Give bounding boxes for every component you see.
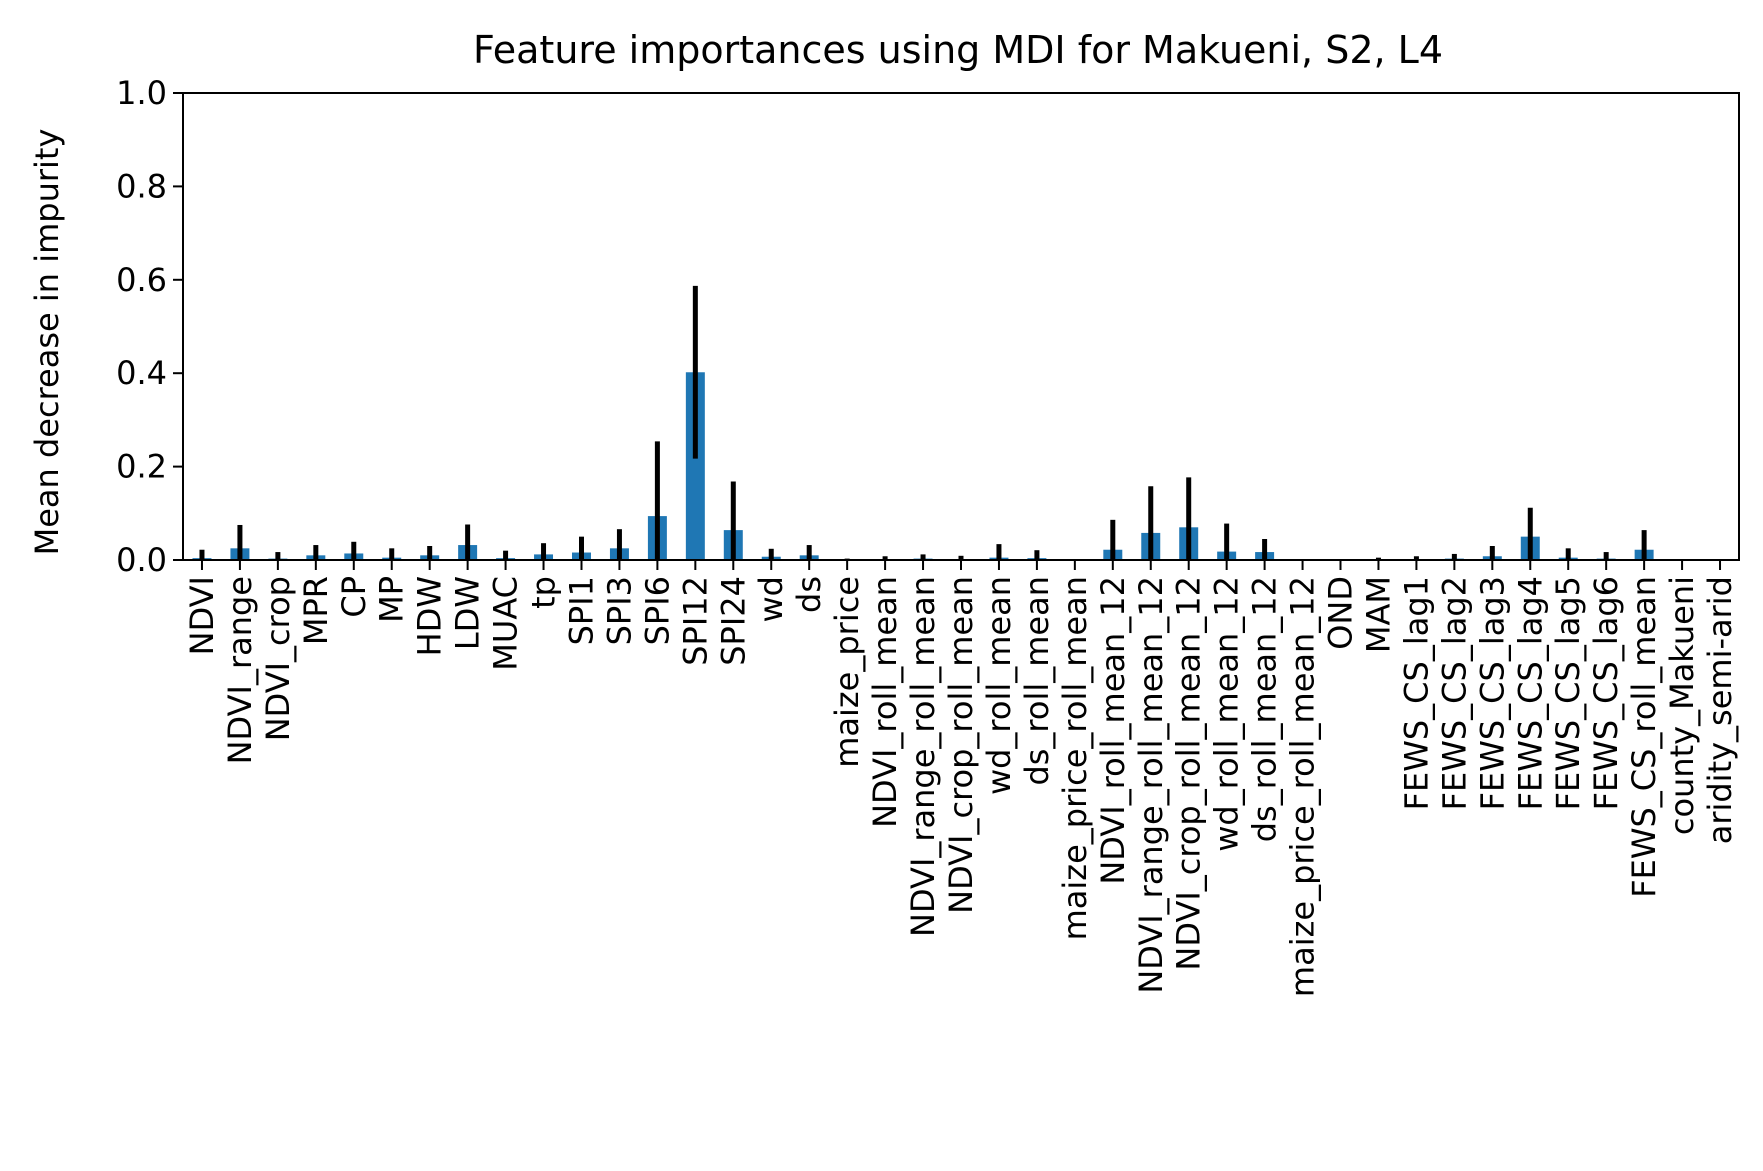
x-tick-label: CP [335,576,373,618]
x-tick-label: SPI6 [638,576,676,645]
x-tick-label: HDW [411,576,449,656]
x-tick-label: SPI1 [562,576,600,645]
x-tick-label: ds_roll_mean [1018,576,1056,786]
x-tick-label: NDVI_range_roll_mean_12 [1132,576,1170,994]
x-tick-label: SPI3 [600,576,638,645]
y-tick-label: 0.8 [116,167,167,205]
y-tick-label: 0.2 [116,448,167,486]
x-tick-label: wd [752,576,790,622]
x-tick-label: FEWS_CS_lag2 [1435,576,1473,810]
x-tick-label: FEWS_CS_lag4 [1511,576,1549,810]
x-tick-label: MPR [297,576,335,645]
y-tick-label: 0.6 [116,261,167,299]
x-tick-label: NDVI_crop_roll_mean_12 [1170,576,1208,971]
x-tick-label: FEWS_CS_lag6 [1587,576,1625,810]
chart-title: Feature importances using MDI for Makuen… [473,28,1443,72]
x-tick-label: MUAC [487,576,525,671]
y-tick-label: 0.4 [116,354,167,392]
x-tick-label: OND [1322,576,1360,650]
x-tick-label: MP [373,576,411,623]
x-tick-label: NDVI_crop_roll_mean [942,576,980,914]
x-tick-label: NDVI_crop [259,576,297,741]
x-tick-label: SPI24 [714,576,752,666]
x-tick-label: MAM [1359,576,1397,653]
x-tick-label: LDW [449,576,487,650]
x-tick-label: maize_price_roll_mean [1056,576,1094,940]
x-tick-label: FEWS_CS_roll_mean [1625,576,1663,898]
x-tick-label: FEWS_CS_lag5 [1549,576,1587,810]
x-tick-label: NDVI_roll_mean_12 [1094,576,1132,885]
x-tick-label: maize_price [828,576,866,768]
y-tick-label: 0.0 [116,541,167,579]
plot-frame [183,93,1739,560]
x-tick-label: ds [790,576,828,613]
y-axis: 0.0 0.2 0.4 0.6 0.8 1.0 [116,74,183,579]
bars [192,372,1653,560]
x-tick-label: NDVI_range_roll_mean [904,576,942,937]
error-bars [202,286,1644,560]
x-tick-label: wd_roll_mean_12 [1208,576,1246,852]
x-tick-label: wd_roll_mean [980,576,1018,795]
y-tick-label: 1.0 [116,74,167,112]
x-tick-label: ds_roll_mean_12 [1246,576,1284,842]
x-tick-label: NDVI [183,576,221,655]
x-tick-label: county_Makueni [1663,576,1701,835]
y-axis-label: Mean decrease in impurity [28,129,66,556]
x-tick-label: maize_price_roll_mean_12 [1284,576,1322,997]
x-tick-label: aridity_semi-arid [1701,576,1739,844]
x-tick-label: NDVI_roll_mean [866,576,904,828]
x-tick-label: NDVI_range [221,576,259,764]
x-tick-label: FEWS_CS_lag3 [1473,576,1511,810]
x-tick-label: SPI12 [676,576,714,666]
x-tick-label: tp [525,576,563,609]
x-tick-label: FEWS_CS_lag1 [1397,576,1435,810]
